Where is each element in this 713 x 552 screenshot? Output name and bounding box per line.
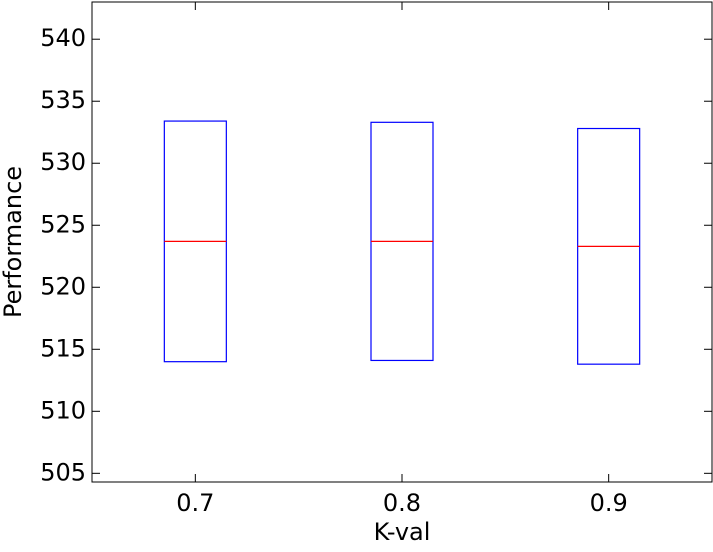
y-tick-label: 505 bbox=[40, 458, 86, 486]
plot-frame bbox=[91, 1, 713, 483]
x-tick-label: 0.9 bbox=[590, 489, 628, 517]
x-tick-label: 0.8 bbox=[383, 489, 421, 517]
y-tick-label: 520 bbox=[40, 272, 86, 300]
y-axis-label: Performance bbox=[0, 166, 27, 318]
y-tick-label: 535 bbox=[40, 86, 86, 114]
y-tick-label: 510 bbox=[40, 396, 86, 424]
x-axis-label: K-val bbox=[374, 518, 431, 546]
x-tick-label: 0.7 bbox=[176, 489, 214, 517]
y-tick-label: 525 bbox=[40, 210, 86, 238]
y-tick-label: 515 bbox=[40, 334, 86, 362]
y-tick-label: 540 bbox=[40, 24, 86, 52]
y-tick-label: 530 bbox=[40, 148, 86, 176]
